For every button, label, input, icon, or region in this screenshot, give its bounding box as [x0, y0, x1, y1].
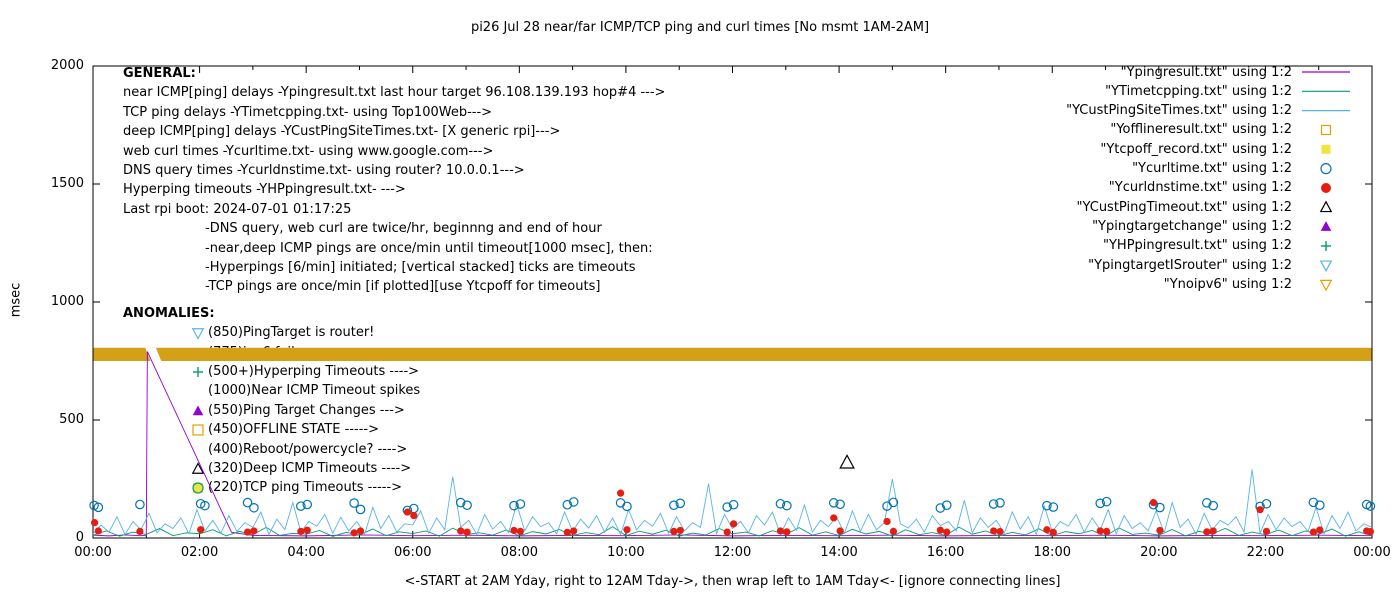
- y-tick-label: 2000: [50, 58, 84, 73]
- anomaly-item: (550)Ping Target Changes --->: [190, 401, 420, 420]
- general-heading: GENERAL:: [123, 66, 196, 81]
- anomaly-text: (850)PingTarget is router!: [208, 325, 375, 341]
- x-tick-label: 20:00: [1140, 545, 1178, 560]
- x-axis-label: <-START at 2AM Yday, right to 12AM Tday-…: [404, 574, 1061, 589]
- general-line: TCP ping delays -YTimetcpping.txt- using…: [123, 104, 493, 120]
- legend-entry-label: "Ytcpoff_record.txt" using 1:2: [1100, 141, 1292, 157]
- x-tick-label: 00:00: [1353, 545, 1391, 560]
- anomaly-text: (1000)Near ICMP Timeout spikes: [208, 383, 421, 399]
- x-tick-label: 12:00: [713, 545, 752, 560]
- anomaly-item: (220)TCP ping Timeouts ----->: [190, 478, 420, 497]
- general-line: deep ICMP[ping] delays -YCustPingSiteTim…: [123, 124, 561, 140]
- x-tick-label: 04:00: [287, 545, 325, 560]
- anomalies-heading: ANOMALIES:: [123, 306, 215, 321]
- general-note-line: -near,deep ICMP pings are once/min until…: [205, 240, 653, 256]
- y-axis-label: msec: [8, 282, 24, 318]
- general-line: Hyperping timeouts -YHPpingresult.txt- -…: [123, 182, 406, 198]
- anomaly-text: (220)TCP ping Timeouts ----->: [208, 480, 403, 496]
- general-line: near ICMP[ping] delays -Ypingresult.txt …: [123, 85, 666, 101]
- anomaly-text: (775)ipv6 fail ---->: [208, 344, 329, 360]
- y-tick-label: 500: [59, 412, 84, 427]
- x-tick-label: 22:00: [1246, 545, 1285, 560]
- legend-entry-label: "YTimetcpping.txt" using 1:2: [1105, 83, 1292, 99]
- square-open-icon: [192, 424, 204, 436]
- tri-down-open-icon: [191, 328, 205, 340]
- triangle-filled-icon: [192, 405, 204, 415]
- general-note-line: -TCP pings are once/min [if plotted][use…: [205, 279, 601, 295]
- anomaly-item: (450)OFFLINE STATE ----->: [190, 420, 420, 439]
- legend-entry-label: "YHPpingresult.txt" using 1:2: [1103, 238, 1292, 254]
- legend-entry-label: "Ycurltime.txt" using 1:2: [1132, 161, 1292, 177]
- legend-entry-label: "YpingtargetISrouter" using 1:2: [1088, 257, 1292, 273]
- x-tick-label: 10:00: [607, 545, 645, 560]
- x-tick-label: 00:00: [74, 545, 112, 560]
- marker-spacer: [190, 383, 206, 398]
- anomaly-text: (500+)Hyperping Timeouts ---->: [208, 363, 420, 379]
- anomaly-text: (550)Ping Target Changes --->: [208, 402, 405, 418]
- plus-icon: [193, 366, 203, 377]
- general-note-line: -DNS query, web curl are twice/hr, begin…: [205, 221, 602, 237]
- general-line: Last rpi boot: 2024-07-01 01:17:25: [123, 201, 352, 217]
- y-tick-label: 0: [75, 530, 84, 545]
- chart-title: pi26 Jul 28 near/far ICMP/TCP ping and c…: [470, 20, 930, 35]
- marker-spacer: [190, 442, 206, 457]
- x-tick-label: 14:00: [820, 545, 858, 560]
- x-tick-label: 16:00: [926, 545, 965, 560]
- legend-entry-label: "YCustPingSiteTimes.txt" using 1:2: [1066, 103, 1292, 119]
- x-tick-label: 02:00: [180, 545, 219, 560]
- square-filled-icon: [192, 482, 204, 494]
- x-tick-label: 08:00: [500, 545, 539, 560]
- triangle-open-icon: [191, 462, 205, 474]
- general-line: web curl times -Ycurltime.txt- using www…: [123, 143, 494, 159]
- general-sub-notes-block: -DNS query, web curl are twice/hr, begin…: [205, 219, 653, 297]
- tri-down-open-icon: [191, 347, 205, 360]
- general-line: DNS query times -Ycurldnstime.txt- using…: [123, 163, 525, 179]
- legend-entry-label: "Ypingresult.txt" using 1:2: [1120, 64, 1292, 80]
- anomaly-item: (850)PingTarget is router!: [190, 323, 420, 342]
- anomalies-list: (850)PingTarget is router! (775)ipv6 fail…: [190, 323, 420, 498]
- general-note-line: -Hyperpings [6/min] initiated; [vertical…: [205, 260, 636, 275]
- y-tick-label: 1500: [50, 176, 84, 191]
- legend-entry-label: "Ypingtargetchange" using 1:2: [1092, 219, 1292, 235]
- anomaly-item: (320)Deep ICMP Timeouts ---->: [190, 459, 420, 478]
- legend-entry-label: "Ycurldnstime.txt" using 1:2: [1108, 180, 1292, 196]
- anomaly-item: (1000)Near ICMP Timeout spikes: [190, 381, 420, 400]
- anomaly-item: (400)Reboot/powercycle? ---->: [190, 439, 420, 458]
- y-tick-label: 1000: [50, 294, 84, 309]
- x-tick-label: 18:00: [1033, 545, 1071, 560]
- general-notes-block: near ICMP[ping] delays -Ypingresult.txt …: [123, 83, 665, 219]
- anomaly-item: (500+)Hyperping Timeouts ---->: [190, 362, 420, 381]
- legend-entry-label: "Ynoipv6" using 1:2: [1163, 277, 1292, 293]
- anomaly-text: (400)Reboot/powercycle? ---->: [208, 441, 408, 457]
- legend-entry-label: "YCustPingTimeout.txt" using 1:2: [1076, 199, 1292, 215]
- x-tick-label: 06:00: [394, 545, 432, 560]
- legend-entry-label: "Yofflineresult.txt" using 1:2: [1110, 122, 1292, 138]
- anomaly-text: (320)Deep ICMP Timeouts ---->: [208, 460, 412, 476]
- anomaly-item: (775)ipv6 fail ---->: [190, 342, 420, 361]
- anomaly-text: (450)OFFLINE STATE ----->: [208, 422, 379, 438]
